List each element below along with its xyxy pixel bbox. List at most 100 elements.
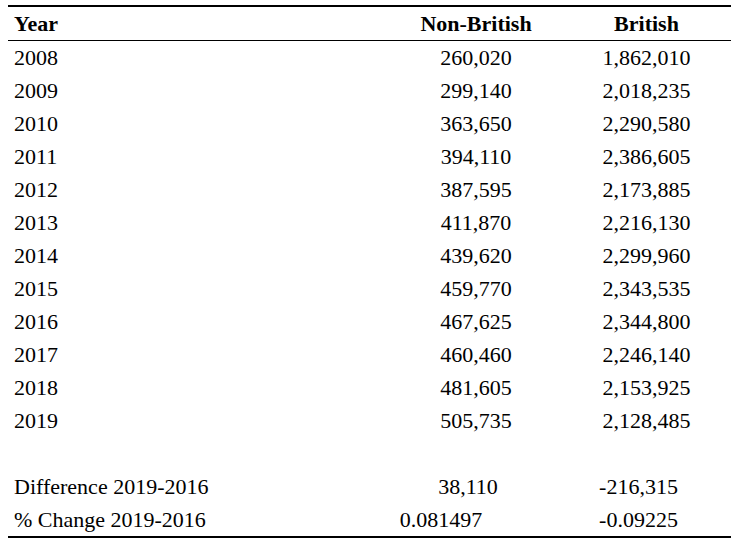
summary-british-cell: -216,315 (562, 470, 731, 503)
header-year: Year (8, 6, 390, 41)
summary-label-cell: Difference 2019-2016 (8, 470, 390, 503)
british-cell-text: 2,128,485 (603, 408, 691, 433)
year-cell: 2018 (8, 371, 390, 404)
year-row: 2013 411,870 2,216,130 (8, 206, 731, 239)
year-cell-text: 2017 (14, 342, 58, 367)
british-cell: 2,128,485 (562, 404, 731, 437)
british-cell-text: 2,153,925 (603, 375, 691, 400)
year-cell-text: 2009 (14, 78, 58, 103)
summary-british-cell-text: -216,315 (599, 474, 678, 499)
summary-non-british-cell: 0.081497 (390, 503, 562, 537)
non-british-cell-text: 411,870 (441, 210, 512, 235)
year-cell-text: 2015 (14, 276, 58, 301)
non-british-cell: 460,460 (390, 338, 562, 371)
year-row: 2015 459,770 2,343,535 (8, 272, 731, 305)
year-cell: 2012 (8, 173, 390, 206)
non-british-cell-text: 387,595 (440, 177, 512, 202)
non-british-cell-text: 363,650 (440, 111, 512, 136)
year-cell: 2010 (8, 107, 390, 140)
year-cell: 2009 (8, 74, 390, 107)
summary-non-british-cell-text: 0.081497 (400, 507, 483, 532)
year-row: 2016 467,625 2,344,800 (8, 305, 731, 338)
year-cell: 2017 (8, 338, 390, 371)
year-cell-text: 2014 (14, 243, 58, 268)
british-cell: 2,343,535 (562, 272, 731, 305)
migration-data-table: Year Non-British British 2008 260,020 1,86… (8, 5, 731, 538)
summary-non-british-cell-text: 38,110 (438, 474, 498, 499)
year-cell-text: 2016 (14, 309, 58, 334)
non-british-cell: 467,625 (390, 305, 562, 338)
year-row: 2010 363,650 2,290,580 (8, 107, 731, 140)
british-cell-text: 2,343,535 (603, 276, 691, 301)
spacer-row (8, 437, 731, 470)
non-british-cell-text: 460,460 (440, 342, 512, 367)
year-cell: 2008 (8, 41, 390, 75)
non-british-cell: 411,870 (390, 206, 562, 239)
non-british-cell: 505,735 (390, 404, 562, 437)
header-british: British (562, 6, 731, 41)
british-cell: 2,173,885 (562, 173, 731, 206)
non-british-cell-text: 459,770 (440, 276, 512, 301)
summary-non-british-cell: 38,110 (390, 470, 562, 503)
year-cell: 2011 (8, 140, 390, 173)
header-non-british-label: Non-British (420, 11, 531, 36)
year-row: 2012 387,595 2,173,885 (8, 173, 731, 206)
non-british-cell-text: 481,605 (440, 375, 512, 400)
year-cell-text: 2013 (14, 210, 58, 235)
british-cell: 2,386,605 (562, 140, 731, 173)
british-cell: 2,246,140 (562, 338, 731, 371)
year-row: 2009 299,140 2,018,235 (8, 74, 731, 107)
year-row: 2014 439,620 2,299,960 (8, 239, 731, 272)
british-cell-text: 2,173,885 (603, 177, 691, 202)
british-cell: 2,290,580 (562, 107, 731, 140)
british-cell-text: 2,386,605 (603, 144, 691, 169)
british-cell-text: 2,344,800 (603, 309, 691, 334)
british-cell: 1,862,010 (562, 41, 731, 75)
year-cell: 2019 (8, 404, 390, 437)
year-cell-text: 2012 (14, 177, 58, 202)
header-british-label: British (614, 11, 679, 36)
summary-label-cell: % Change 2019-2016 (8, 503, 390, 537)
year-cell-text: 2008 (14, 45, 58, 70)
non-british-cell: 387,595 (390, 173, 562, 206)
non-british-cell-text: 260,020 (440, 45, 512, 70)
header-non-british: Non-British (390, 6, 562, 41)
british-cell: 2,153,925 (562, 371, 731, 404)
british-cell-text: 1,862,010 (603, 45, 691, 70)
british-cell-text: 2,018,235 (603, 78, 691, 103)
spacer-cell (562, 437, 731, 470)
non-british-cell-text: 505,735 (440, 408, 512, 433)
summary-row: % Change 2019-2016 0.081497 -0.09225 (8, 503, 731, 537)
year-cell: 2015 (8, 272, 390, 305)
non-british-cell: 299,140 (390, 74, 562, 107)
year-row: 2018 481,605 2,153,925 (8, 371, 731, 404)
spacer-cell (390, 437, 562, 470)
non-british-cell-text: 439,620 (440, 243, 512, 268)
non-british-cell: 260,020 (390, 41, 562, 75)
summary-british-cell-text: -0.09225 (599, 507, 678, 532)
year-cell-text: 2019 (14, 408, 58, 433)
year-row: 2011 394,110 2,386,605 (8, 140, 731, 173)
non-british-cell: 459,770 (390, 272, 562, 305)
non-british-cell-text: 467,625 (440, 309, 512, 334)
year-cell: 2013 (8, 206, 390, 239)
summary-label-cell-text: Difference 2019-2016 (14, 474, 208, 499)
non-british-cell-text: 299,140 (440, 78, 512, 103)
year-row: 2017 460,460 2,246,140 (8, 338, 731, 371)
summary-row: Difference 2019-2016 38,110 -216,315 (8, 470, 731, 503)
header-year-label: Year (14, 11, 58, 36)
british-cell: 2,216,130 (562, 206, 731, 239)
non-british-cell: 394,110 (390, 140, 562, 173)
non-british-cell: 439,620 (390, 239, 562, 272)
british-cell: 2,344,800 (562, 305, 731, 338)
header-row: Year Non-British British (8, 6, 731, 41)
non-british-cell: 481,605 (390, 371, 562, 404)
spacer-cell (8, 437, 390, 470)
british-cell-text: 2,290,580 (603, 111, 691, 136)
year-row: 2008 260,020 1,862,010 (8, 41, 731, 75)
non-british-cell-text: 394,110 (441, 144, 512, 169)
british-cell-text: 2,299,960 (603, 243, 691, 268)
year-cell: 2016 (8, 305, 390, 338)
summary-label-cell-text: % Change 2019-2016 (14, 507, 206, 532)
year-cell-text: 2018 (14, 375, 58, 400)
